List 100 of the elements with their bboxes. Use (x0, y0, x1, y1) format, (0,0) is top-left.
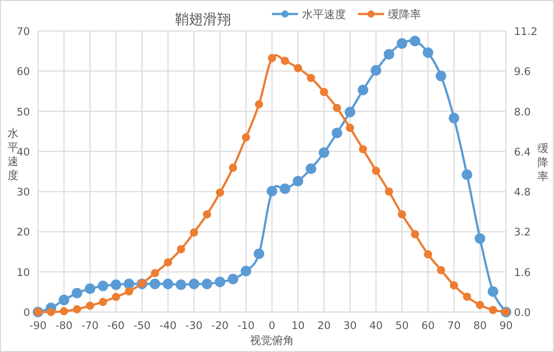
chart-title: 鞘翅滑翔 (175, 12, 231, 28)
point (176, 279, 186, 290)
point (164, 258, 172, 266)
x-tick-label: -40 (159, 320, 177, 332)
point (320, 88, 328, 96)
point (46, 308, 56, 316)
point (384, 187, 394, 196)
x-tick-label: 80 (473, 320, 487, 332)
x-tick-label: 50 (395, 320, 409, 332)
point (422, 47, 434, 58)
x-tick-label: 20 (317, 320, 331, 332)
legend-item: 水平速度 (272, 8, 346, 21)
point (398, 210, 406, 219)
point (448, 112, 460, 124)
point (202, 278, 212, 290)
point (332, 128, 342, 138)
point (214, 276, 226, 288)
point (60, 307, 68, 316)
point (268, 54, 276, 62)
y-axis-title: 水平速度 (8, 127, 18, 182)
point (150, 269, 160, 278)
point (476, 300, 484, 310)
y-tick-label: 10 (16, 266, 30, 279)
x-tick-label: 40 (369, 320, 383, 332)
point (436, 70, 446, 82)
x-tick-label: -50 (133, 320, 151, 332)
point (72, 288, 82, 298)
x-tick-label: -90 (29, 320, 47, 332)
point (124, 287, 134, 296)
point (396, 38, 408, 49)
y2-tick-label: 11.2 (514, 26, 538, 38)
point (344, 106, 356, 118)
y-tick-label: 60 (16, 66, 30, 78)
y2-tick-label: 4.8 (514, 186, 531, 199)
point (462, 169, 472, 180)
x-tick-label: 30 (343, 320, 357, 332)
point (292, 176, 304, 186)
point (358, 145, 368, 154)
point (462, 292, 472, 301)
point (58, 294, 70, 306)
point (266, 186, 278, 196)
point (72, 305, 82, 314)
point (98, 298, 108, 306)
point (384, 48, 394, 60)
point (162, 278, 174, 290)
point (424, 250, 432, 258)
y-tick-label: 30 (16, 186, 30, 199)
x-tick-label: 90 (499, 320, 513, 332)
legend-label: 缓降率 (388, 8, 421, 21)
point (150, 278, 160, 290)
point (370, 65, 382, 76)
y-tick-label: 70 (16, 26, 30, 38)
point (110, 279, 122, 290)
legend-label: 水平速度 (302, 8, 346, 21)
point (228, 274, 238, 284)
point (228, 164, 238, 172)
point (280, 56, 290, 65)
point (474, 233, 486, 244)
x-tick-label: -80 (55, 320, 73, 332)
point (410, 230, 420, 238)
point (294, 64, 302, 72)
point (488, 286, 498, 297)
x-axis-title: 视觉俯角 (250, 334, 294, 347)
point (280, 183, 290, 194)
point (346, 124, 354, 132)
point (410, 36, 420, 46)
y-tick-label: 0 (23, 307, 30, 319)
x-tick-label: 70 (447, 320, 461, 332)
y2-tick-label: 0.0 (514, 307, 531, 319)
point (202, 210, 212, 219)
x-tick-label: -60 (107, 320, 125, 332)
x-tick-label: 60 (421, 320, 435, 332)
point (176, 245, 186, 254)
legend-item: 缓降率 (358, 8, 421, 21)
point (124, 278, 134, 290)
y-tick-label: 20 (16, 226, 30, 239)
y2-tick-label: 3.2 (514, 226, 531, 239)
point (86, 302, 94, 310)
point (306, 74, 316, 82)
x-tick-label: 10 (291, 320, 305, 332)
point (488, 306, 498, 314)
x-tick-label: -10 (237, 320, 255, 332)
y2-tick-label: 6.4 (514, 146, 532, 158)
y2-tick-label: 9.6 (514, 66, 532, 78)
point (372, 166, 380, 175)
point (190, 228, 198, 237)
point (112, 292, 120, 302)
point (98, 280, 108, 292)
x-tick-label: -20 (211, 320, 229, 332)
point (306, 163, 316, 174)
y-tick-label: 40 (16, 146, 30, 158)
x-tick-label: -30 (185, 320, 203, 332)
point (332, 104, 342, 112)
point (240, 266, 252, 276)
x-tick-label: -70 (81, 320, 99, 332)
point (450, 281, 458, 290)
y2-tick-label: 1.6 (514, 266, 532, 279)
point (242, 133, 250, 142)
point (436, 266, 446, 274)
point (358, 84, 368, 96)
